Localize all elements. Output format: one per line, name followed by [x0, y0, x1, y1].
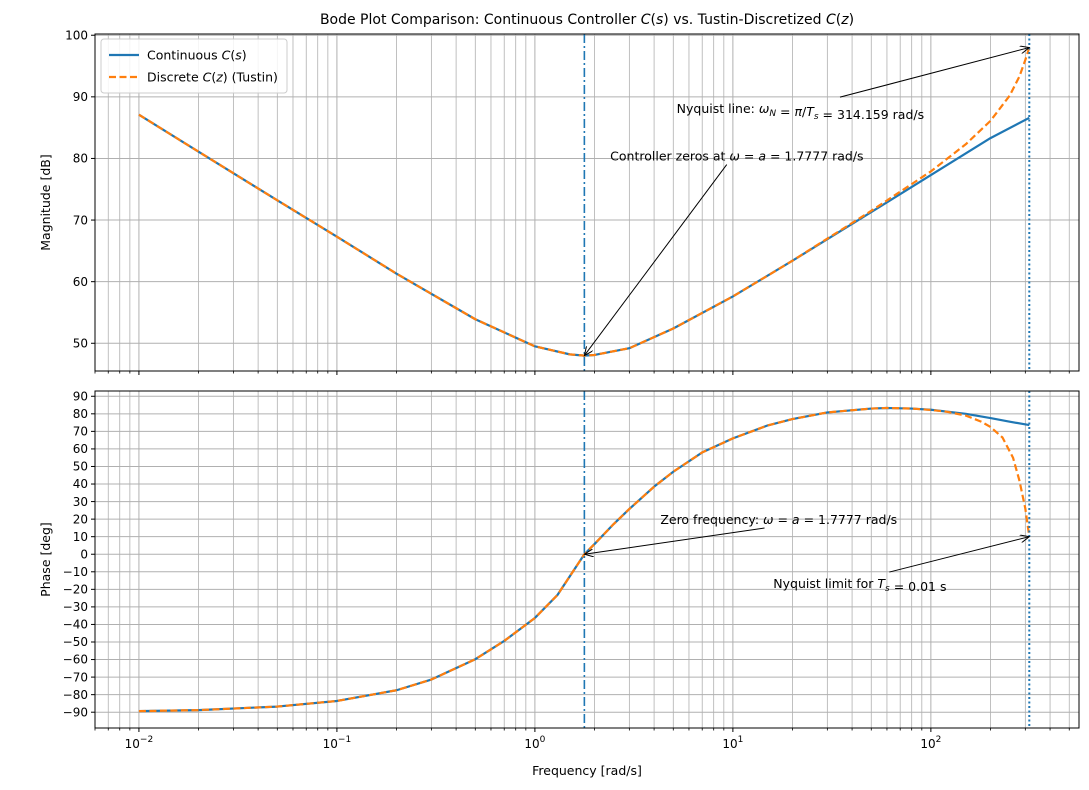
legend-label-continuous: Continuous C(s)	[147, 48, 247, 63]
phase-grid	[95, 391, 1079, 728]
y-tick-label: −30	[63, 600, 88, 614]
y-tick-label: 60	[73, 442, 88, 456]
y-tick-label: 50	[73, 460, 88, 474]
y-tick-label: 80	[73, 152, 88, 166]
phase-annotation-arrow-1	[584, 528, 764, 554]
magnitude-y-axis-label: Magnitude [dB]	[38, 154, 53, 250]
y-tick-label: 70	[73, 213, 88, 227]
y-tick-label: 20	[73, 512, 88, 526]
magnitude-annotation-2: Controller zeros at ω = a = 1.7777 rad/s	[610, 149, 863, 164]
x-tick-label: 100	[524, 735, 545, 751]
legend-label-discrete: Discrete C(z) (Tustin)	[147, 70, 278, 85]
y-tick-label: −80	[63, 688, 88, 702]
x-tick-label: 10−2	[125, 735, 154, 751]
y-tick-label: −50	[63, 635, 88, 649]
phase-axes: −90 −80 −70 −60 −50 −40 −30 −20 −10 0 10 20 30 40 50 60…	[38, 389, 1079, 778]
x-tick-label: 102	[920, 735, 941, 751]
y-tick-label: 10	[73, 530, 88, 544]
phase-annotation-1: Zero frequency: ω = a = 1.7777 rad/s	[660, 512, 897, 527]
phase-y-axis-label: Phase [deg]	[38, 522, 53, 597]
y-tick-label: −40	[63, 618, 88, 632]
y-tick-label: −70	[63, 670, 88, 684]
y-tick-label: 80	[73, 407, 88, 421]
chart-title: Bode Plot Comparison: Continuous Control…	[320, 12, 854, 28]
phase-annotation-2: Nyquist limit for Ts = 0.01 s	[773, 576, 946, 594]
y-tick-label: 90	[73, 90, 88, 104]
x-tick-label: 10−1	[323, 735, 352, 751]
y-tick-label: −20	[63, 583, 88, 597]
y-tick-label: −60	[63, 653, 88, 667]
y-tick-label: 30	[73, 495, 88, 509]
y-tick-label: 40	[73, 477, 88, 491]
y-tick-label: −90	[63, 705, 88, 719]
x-tick-label: 101	[722, 735, 743, 751]
y-tick-label: 60	[73, 275, 88, 289]
y-tick-label: 0	[80, 547, 88, 561]
y-tick-label: 90	[73, 389, 88, 403]
legend: Continuous C(s) Discrete C(z) (Tustin)	[101, 39, 287, 93]
magnitude-annotation-arrow-2	[584, 165, 726, 356]
y-tick-label: −10	[63, 565, 88, 579]
y-tick-label: 100	[65, 28, 88, 42]
magnitude-annotation-arrow-1	[840, 48, 1029, 98]
y-tick-label: 50	[73, 336, 88, 350]
x-axis-label: Frequency [rad/s]	[532, 763, 642, 778]
magnitude-axes: 50 60 70 80 90 100 Magnitude [dB] Bode Plot Com…	[38, 12, 1079, 375]
y-tick-label: 70	[73, 425, 88, 439]
